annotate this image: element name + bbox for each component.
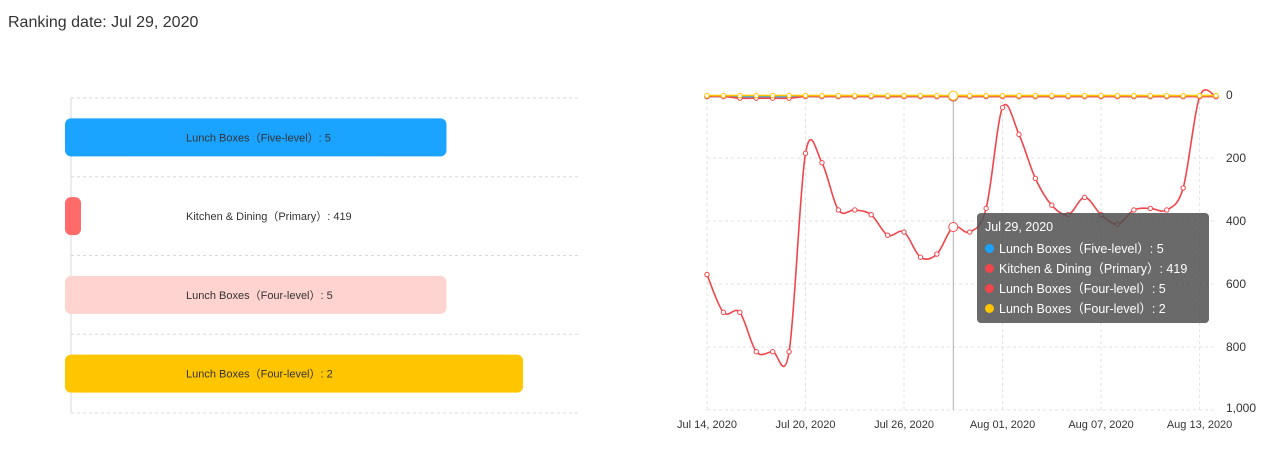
tooltip-row: Lunch Boxes（Four-level）: 5: [985, 279, 1201, 299]
data-point: [1049, 202, 1055, 208]
chart-tooltip: Jul 29, 2020 Lunch Boxes（Five-level）: 5 …: [977, 213, 1209, 323]
tooltip-row: Kitchen & Dining（Primary）: 419: [985, 259, 1201, 279]
data-point: [1180, 92, 1186, 99]
series-color-dot: [985, 244, 994, 254]
category-rank-bar-chart: Lunch Boxes（Five-level）: 5 Kitchen & Dini…: [65, 97, 581, 414]
data-point: [1081, 194, 1088, 201]
data-point: [1032, 175, 1039, 182]
ranking-date-label: Ranking date: Jul 29, 2020: [8, 14, 199, 31]
series-color-dot: [985, 284, 994, 294]
tooltip-row-label: Kitchen & Dining（Primary）: 419: [999, 262, 1188, 276]
tooltip-row: Lunch Boxes（Five-level）: 5: [985, 239, 1201, 259]
data-point: [1180, 185, 1186, 191]
data-point: [802, 150, 809, 156]
bar: [65, 197, 81, 236]
tooltip-row-label: Lunch Boxes（Five-level）: 5: [999, 242, 1164, 256]
data-point: [1164, 92, 1170, 99]
data-point: [884, 232, 891, 238]
data-point: [868, 212, 874, 218]
data-point: [1131, 207, 1137, 213]
tooltip-row-label: Lunch Boxes（Four-level）: 2: [999, 302, 1166, 316]
series-color-dot: [985, 304, 994, 314]
data-point: [934, 92, 940, 99]
data-point: [983, 92, 989, 99]
data-point: [1147, 92, 1154, 99]
y-tick-label: 200: [1226, 151, 1246, 165]
data-point: [737, 309, 743, 316]
highlight-point: [948, 221, 959, 232]
data-point: [1147, 205, 1154, 212]
data-point: [884, 92, 891, 99]
data-point: [901, 92, 907, 99]
tooltip-row: Lunch Boxes（Four-level）: 2: [985, 299, 1201, 319]
series-color-dot: [985, 264, 994, 274]
x-tick-label: Aug 01, 2020: [970, 419, 1035, 431]
data-point: [1114, 92, 1121, 99]
data-point: [999, 104, 1006, 111]
y-tick-label: 800: [1226, 340, 1246, 354]
data-point: [852, 207, 858, 213]
bar-label: Lunch Boxes（Five-level）: 5: [186, 131, 331, 144]
data-point: [1164, 207, 1170, 213]
data-point: [720, 309, 727, 316]
data-point: [999, 92, 1006, 99]
x-tick-label: Aug 13, 2020: [1167, 419, 1232, 431]
x-tick-label: Jul 20, 2020: [776, 419, 836, 431]
data-point: [704, 92, 710, 99]
data-point: [1065, 92, 1071, 99]
x-tick-label: Aug 07, 2020: [1068, 419, 1133, 431]
y-tick-label: 400: [1226, 214, 1246, 228]
data-point: [1213, 92, 1219, 99]
data-point: [737, 92, 743, 99]
series-group: [704, 90, 1219, 101]
data-point: [1098, 92, 1104, 99]
data-point: [1016, 131, 1022, 138]
bar-label: Lunch Boxes（Four-level）: 5: [186, 289, 333, 302]
data-point: [868, 92, 874, 99]
bar-label: Lunch Boxes（Four-level）: 2: [186, 368, 333, 381]
tooltip-row-label: Lunch Boxes（Four-level）: 5: [999, 282, 1166, 296]
bar-label: Kitchen & Dining（Primary）: 419: [186, 210, 352, 223]
bar: [65, 275, 447, 314]
data-point: [934, 251, 940, 257]
data-point: [819, 92, 825, 99]
data-point: [983, 205, 989, 212]
data-point: [835, 207, 842, 213]
bar: [65, 118, 447, 157]
x-tick-label: Jul 26, 2020: [874, 419, 934, 431]
data-point: [786, 92, 792, 99]
data-point: [720, 92, 727, 99]
y-tick-label: 0: [1226, 88, 1233, 102]
data-point: [967, 229, 973, 235]
x-tick-label: Jul 14, 2020: [677, 419, 737, 431]
data-point: [917, 254, 924, 260]
data-point: [1131, 92, 1137, 99]
tooltip-date: Jul 29, 2020: [985, 220, 1054, 234]
data-point: [852, 92, 858, 99]
data-point: [835, 92, 842, 99]
data-point: [753, 349, 759, 355]
data-point: [786, 349, 792, 355]
data-point: [967, 92, 973, 99]
data-point: [802, 92, 809, 99]
data-point: [769, 349, 776, 355]
data-point: [819, 160, 825, 166]
data-point: [1016, 92, 1022, 99]
data-point: [1196, 92, 1203, 99]
data-point: [769, 92, 776, 99]
data-point: [1032, 92, 1039, 99]
series-group: [704, 89, 1219, 368]
data-point: [704, 271, 710, 278]
data-point: [917, 92, 924, 99]
rank-history-line-chart: 0 200 400 600 800 1,000 Jul 14, 2020 Jul 20, 20…: [677, 88, 1256, 431]
y-tick-label: 600: [1226, 277, 1246, 291]
highlight-point: [948, 90, 959, 101]
data-point: [1049, 92, 1055, 99]
data-point: [753, 92, 759, 99]
data-point: [901, 229, 907, 235]
bar: [65, 354, 524, 393]
data-point: [1081, 92, 1088, 99]
y-tick-label: 1,000: [1226, 401, 1256, 415]
